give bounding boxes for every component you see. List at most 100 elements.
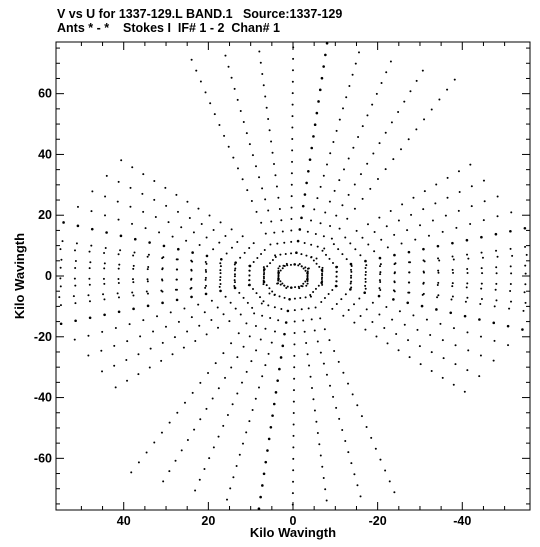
uv-point — [131, 291, 134, 294]
uv-point — [377, 294, 381, 298]
uv-point — [332, 243, 335, 246]
uv-point — [315, 420, 318, 423]
uv-point — [228, 320, 231, 323]
uv-point — [389, 60, 392, 63]
uv-point — [273, 293, 276, 296]
uv-point — [310, 386, 313, 389]
uv-point — [146, 304, 150, 308]
uv-point — [146, 292, 149, 295]
uv-point — [131, 166, 134, 169]
uv-point — [161, 267, 164, 270]
uv-point — [219, 276, 222, 279]
uv-point — [452, 271, 455, 274]
uv-point — [245, 370, 248, 373]
uv-point — [267, 352, 270, 355]
uv-point — [361, 197, 364, 200]
uv-point — [492, 359, 495, 362]
uv-point — [276, 379, 279, 383]
uv-point — [300, 265, 303, 268]
uv-point — [364, 284, 367, 287]
uv-point — [303, 241, 306, 244]
uv-point — [380, 82, 383, 85]
uv-point — [161, 301, 164, 305]
uv-point — [463, 390, 466, 393]
axis-ticks — [56, 42, 530, 510]
uv-point — [335, 214, 338, 217]
uv-point — [444, 214, 447, 217]
uv-point — [292, 434, 295, 437]
uv-point — [241, 235, 244, 238]
uv-point — [321, 270, 324, 273]
uv-point — [283, 284, 286, 287]
uv-point — [253, 312, 256, 315]
uv-point — [117, 180, 120, 183]
uv-point — [271, 290, 274, 293]
uv-point — [313, 329, 316, 332]
uv-point — [262, 472, 266, 476]
uv-point — [276, 242, 279, 245]
uv-point — [293, 331, 296, 334]
uv-point — [199, 418, 202, 421]
uv-point — [234, 267, 237, 270]
uv-point — [431, 219, 434, 222]
uv-point — [335, 129, 338, 132]
uv-point — [322, 362, 325, 365]
uv-point — [496, 195, 499, 198]
uv-point — [273, 306, 276, 309]
uv-point — [227, 65, 230, 68]
uv-point — [236, 167, 239, 170]
uv-point — [309, 294, 312, 297]
uv-point — [211, 397, 214, 400]
uv-point — [466, 267, 469, 270]
uv-point — [104, 214, 107, 217]
uv-point — [494, 232, 498, 236]
uv-point — [268, 287, 271, 290]
uv-point — [510, 300, 513, 303]
uv-point — [358, 297, 361, 300]
uv-point — [219, 221, 222, 224]
uv-point — [190, 58, 193, 61]
uv-point — [305, 284, 308, 287]
uv-point — [153, 180, 156, 183]
uv-point — [493, 305, 496, 308]
uv-point — [118, 263, 121, 266]
uv-point — [332, 141, 335, 144]
uv-point — [191, 251, 194, 254]
uv-point — [248, 143, 251, 146]
uv-point — [414, 238, 417, 241]
uv-point — [365, 308, 368, 311]
uv-point — [224, 295, 227, 298]
uv-point — [303, 193, 307, 196]
uv-point — [478, 375, 481, 378]
uv-point — [219, 272, 222, 275]
uv-point — [292, 457, 295, 460]
uv-point — [105, 174, 108, 177]
uv-point — [364, 277, 367, 280]
uv-point — [375, 335, 378, 338]
uv-point — [271, 414, 274, 417]
uv-point — [325, 41, 329, 45]
uv-point — [279, 253, 282, 256]
uv-point — [451, 295, 454, 298]
uv-point — [321, 276, 324, 279]
uv-point — [261, 375, 264, 378]
uv-point — [329, 224, 332, 227]
uv-point — [338, 417, 341, 420]
uv-point — [323, 247, 326, 250]
uv-point — [173, 336, 176, 339]
uv-point — [342, 371, 345, 374]
uv-point — [379, 458, 382, 461]
uv-point — [322, 174, 325, 177]
uv-point — [293, 366, 296, 369]
uv-point — [270, 341, 273, 344]
uv-point — [350, 462, 353, 465]
x-tick-label: -20 — [369, 514, 387, 528]
uv-point — [101, 370, 104, 373]
uv-point — [119, 249, 122, 252]
uv-point — [241, 178, 244, 181]
uv-point — [238, 453, 241, 456]
uv-point — [139, 335, 142, 338]
uv-point — [291, 115, 294, 118]
uv-point — [507, 344, 510, 347]
